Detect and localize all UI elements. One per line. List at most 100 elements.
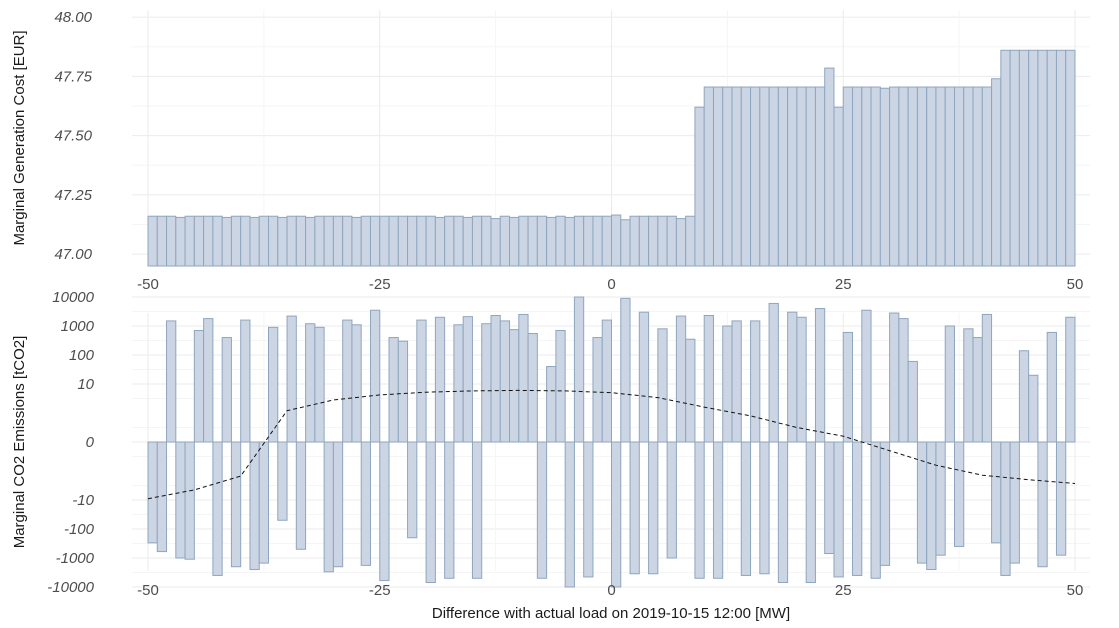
co2-bar	[518, 313, 529, 443]
co2-bar	[657, 328, 668, 443]
co2-bar	[258, 441, 270, 564]
cost-bar	[740, 86, 752, 267]
cost-y-tick-label: 47.50	[54, 128, 92, 145]
cost-bar	[1065, 49, 1076, 267]
cost-bar	[258, 215, 270, 267]
co2-bar	[833, 441, 844, 578]
cost-bar	[842, 86, 854, 267]
co2-bar	[898, 318, 909, 443]
co2-bar	[611, 441, 622, 588]
cost-bar	[759, 86, 770, 267]
co2-bar	[1000, 441, 1011, 576]
co2-bar	[203, 318, 214, 443]
cost-bar	[916, 86, 928, 267]
cost-x-tick-labels: -50 -25 0 25 50	[137, 276, 1083, 293]
co2-bar	[963, 328, 974, 443]
co2-bar	[388, 337, 399, 443]
cost-bar	[388, 215, 399, 267]
co2-bar	[268, 326, 279, 443]
co2-bar	[546, 366, 557, 443]
cost-bar	[611, 214, 622, 267]
cost-bar	[471, 215, 483, 267]
cost-bar	[963, 86, 974, 267]
cost-bar	[796, 86, 807, 267]
co2-x-tick-label: -25	[369, 582, 391, 599]
co2-bar	[305, 323, 316, 443]
cost-bar	[1018, 49, 1030, 267]
co2-bar	[323, 441, 334, 573]
co2-bar	[471, 441, 483, 579]
co2-bar	[221, 337, 232, 443]
cost-bar	[509, 216, 520, 267]
cost-bar	[249, 216, 260, 267]
cost-bar	[935, 86, 946, 267]
co2-bar	[675, 315, 687, 443]
co2-bar	[277, 441, 288, 521]
cost-bar	[240, 215, 251, 267]
co2-bar	[740, 441, 752, 576]
cost-bar	[685, 215, 696, 267]
co2-bar	[648, 441, 659, 575]
cost-bar	[972, 86, 983, 267]
co2-bar	[193, 329, 205, 443]
co2-bar	[861, 309, 872, 443]
co2-bar	[935, 441, 946, 556]
co2-bar	[805, 441, 816, 584]
cost-bar	[833, 106, 844, 267]
co2-bar	[332, 441, 344, 568]
co2-bar	[638, 311, 650, 443]
cost-x-tick-label: -50	[137, 276, 159, 293]
co2-bar	[759, 441, 770, 575]
cost-bar	[583, 215, 594, 267]
co2-bar	[509, 329, 520, 443]
cost-bar	[555, 215, 566, 267]
co2-bar	[787, 311, 798, 443]
cost-y-tick-labels: 47.00 47.25 47.50 47.75 48.00	[54, 9, 92, 263]
co2-bar	[712, 441, 724, 579]
co2-bar	[536, 441, 548, 579]
cost-bar	[907, 86, 918, 267]
cost-bar	[175, 216, 186, 267]
cost-bar	[342, 215, 353, 267]
cost-bar	[638, 215, 650, 267]
co2-bar	[842, 331, 854, 443]
cost-bar	[722, 86, 733, 267]
co2-bar	[750, 320, 761, 443]
co2-bar	[796, 316, 807, 443]
co2-bar	[666, 441, 677, 559]
co2-bar	[573, 296, 585, 443]
x-axis-title: Difference with actual load on 2019-10-1…	[432, 605, 790, 622]
co2-bar	[397, 340, 409, 443]
co2-bar	[499, 320, 511, 443]
co2-bar	[166, 320, 177, 443]
co2-y-tick-label: 100	[69, 347, 95, 364]
cost-bar	[750, 86, 761, 267]
cost-bar	[981, 86, 993, 267]
co2-bar	[434, 316, 446, 443]
cost-bar	[731, 86, 742, 267]
cost-bar	[592, 215, 603, 267]
co2-bar	[1065, 316, 1076, 443]
cost-bar	[481, 215, 492, 267]
co2-bar	[777, 441, 789, 584]
cost-panel: 47.00 47.25 47.50 47.75 48.00 -50 -25 0 25 50 Ma…	[11, 9, 1090, 293]
co2-y-tick-label: -10	[72, 492, 94, 509]
cost-bar	[712, 86, 724, 267]
cost-bar	[814, 86, 826, 267]
cost-bar	[286, 215, 297, 267]
co2-bar	[870, 441, 881, 579]
cost-y-tick-label: 48.00	[54, 9, 92, 26]
co2-bar	[147, 441, 158, 544]
co2-y-tick-label: -10000	[47, 579, 94, 596]
co2-bar	[295, 441, 307, 550]
co2-bar	[768, 302, 779, 443]
cost-bar	[777, 86, 789, 267]
cost-bar	[861, 86, 872, 267]
co2-y-tick-label: -1000	[56, 550, 95, 567]
cost-bar	[944, 86, 955, 267]
cost-bar	[369, 215, 381, 267]
cost-bar	[453, 215, 464, 267]
co2-trend-line	[147, 389, 1076, 500]
cost-bar	[1046, 49, 1057, 267]
